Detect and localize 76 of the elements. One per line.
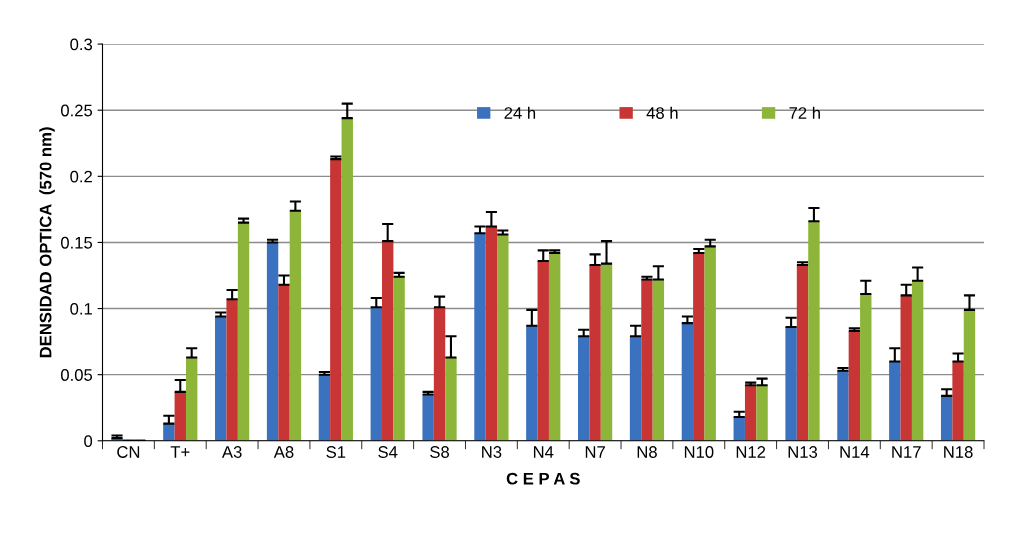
bar [629, 336, 642, 441]
bar [693, 253, 705, 441]
bar [226, 299, 238, 441]
y-tick-label: 0.1 [70, 302, 92, 315]
legend-label: 24 h [504, 106, 536, 119]
bar [474, 233, 486, 441]
legend-label: 72 h [789, 106, 820, 119]
bar [744, 385, 757, 441]
x-tick-label: N12 [736, 446, 766, 458]
bar [485, 226, 498, 441]
x-tick-label: N8 [637, 446, 657, 458]
bar [808, 221, 820, 441]
bar [174, 391, 186, 441]
bar [278, 284, 290, 441]
x-tick-label: N3 [482, 446, 502, 458]
x-tick-label: N13 [788, 446, 818, 458]
x-tick-label: N10 [684, 446, 714, 458]
legend-label: 48 h [646, 106, 678, 119]
bar [497, 234, 509, 441]
x-tick-label: N17 [892, 446, 921, 458]
bar [237, 222, 250, 441]
bar [848, 331, 861, 441]
bar [860, 294, 872, 441]
x-tick-label: A3 [221, 446, 242, 458]
x-tick-label: N18 [944, 446, 973, 458]
bar [548, 253, 561, 441]
bar [318, 374, 331, 441]
bar [600, 263, 613, 441]
y-tick-label: 0 [84, 435, 93, 447]
bar [756, 385, 768, 441]
x-tick-label: A8 [273, 446, 294, 458]
y-axis-title: DENSIDAD OPTICA (570 nm) [39, 127, 55, 358]
x-tick-label: S1 [326, 446, 346, 458]
bar [837, 370, 849, 441]
bar [681, 323, 694, 441]
bar [526, 325, 538, 441]
bar [341, 118, 353, 441]
y-tick-label: 0.3 [70, 38, 93, 51]
x-tick-label: S4 [378, 446, 398, 458]
x-tick-label: T+ [170, 446, 190, 458]
bar [537, 260, 549, 441]
bar [330, 159, 342, 441]
bar [266, 242, 279, 441]
bar [889, 361, 901, 441]
bar [289, 210, 302, 441]
x-tick-label: N7 [585, 446, 605, 458]
y-tick-label: 0.2 [70, 170, 92, 183]
bar [900, 295, 912, 441]
x-tick-label: S8 [430, 446, 450, 458]
x-tick-label: CN [117, 446, 140, 458]
bar [911, 280, 924, 441]
x-tick-label: N14 [840, 446, 870, 458]
y-tick-label: 0.05 [60, 369, 93, 381]
bar [963, 309, 976, 441]
bar [785, 327, 797, 441]
bar [445, 357, 457, 441]
bar [940, 395, 953, 441]
bar [704, 246, 716, 441]
bar [422, 394, 434, 441]
bar [185, 357, 198, 441]
bar [589, 264, 601, 441]
bar [215, 316, 227, 441]
bar [641, 279, 653, 441]
bar [393, 276, 405, 441]
bar [370, 307, 382, 441]
bar [577, 336, 590, 441]
bar [652, 279, 665, 441]
y-tick-label: 0.15 [60, 236, 93, 249]
x-tick-label: N4 [533, 446, 554, 458]
x-axis-title: C E P A S [506, 472, 580, 485]
bar [433, 307, 446, 441]
bar [163, 423, 175, 441]
bar [796, 264, 809, 441]
bar [952, 361, 964, 441]
bar [381, 241, 394, 441]
y-tick-label: 0.25 [60, 104, 93, 117]
